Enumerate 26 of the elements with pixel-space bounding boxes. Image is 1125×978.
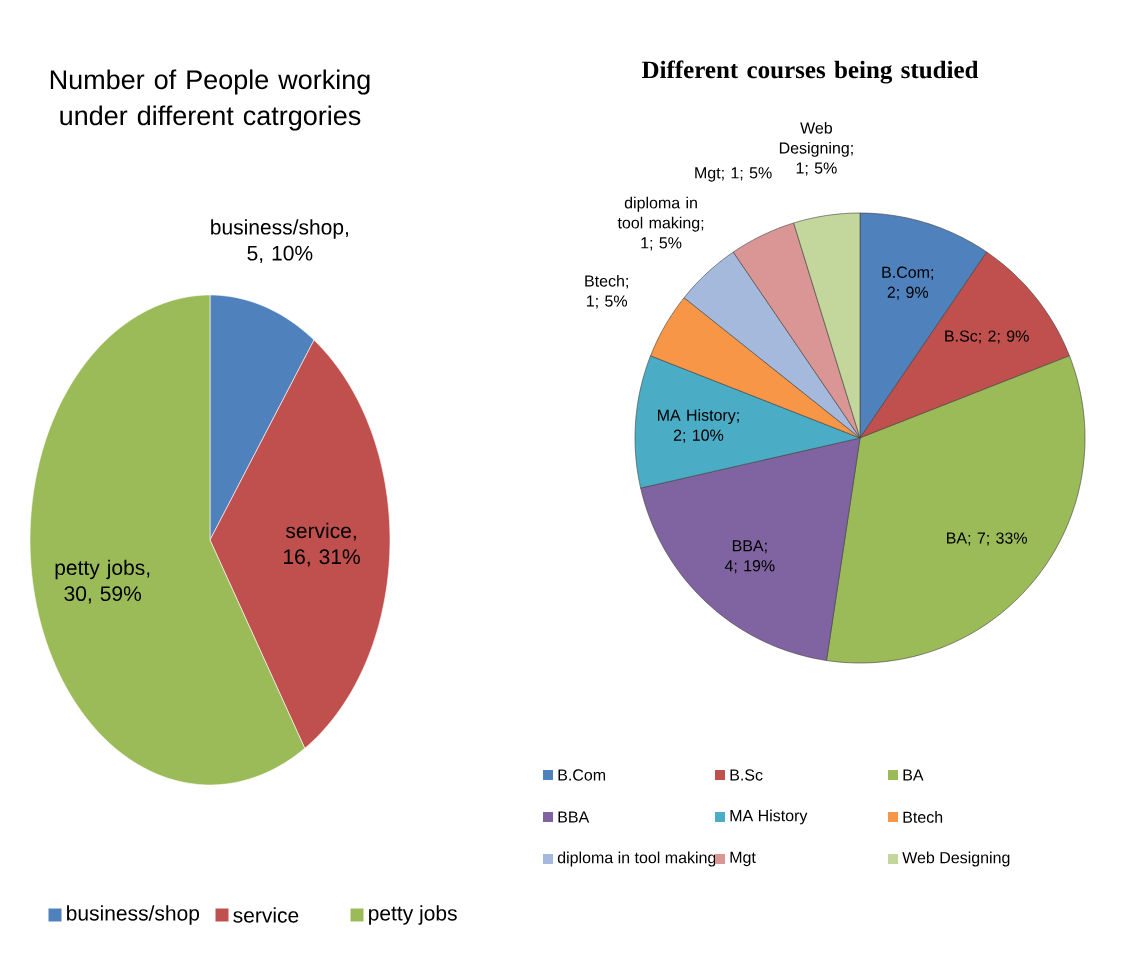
legend-label: business/shop: [67, 905, 200, 925]
data-label: BBA; 4; 19%: [724, 540, 775, 574]
chart-title: Number of People working under different catrgories: [50, 69, 370, 131]
legend-label: BBA: [558, 811, 590, 823]
data-label: petty jobs, 30, 59%: [55, 559, 150, 604]
data-label: B.Sc; 2; 9%: [945, 330, 1029, 344]
legend-label: diploma in tool making: [557, 851, 716, 867]
data-label: MA History; 2; 10%: [657, 409, 739, 443]
data-label: Web Designing; 1; 5%: [779, 121, 853, 176]
data-label: Mgt; 1; 5%: [695, 167, 772, 182]
data-label: service, 16, 31%: [284, 522, 360, 567]
legend-label: MA History: [730, 809, 808, 825]
legend-label: Btech: [903, 811, 943, 823]
data-label: diploma in tool making; 1; 5%: [617, 196, 704, 251]
data-label: business/shop, 5, 10%: [211, 219, 348, 264]
data-label: B.Com; 2; 9%: [882, 266, 933, 300]
legend-label: Mgt: [730, 851, 756, 867]
legend-label: Web Designing: [902, 851, 1010, 867]
legend-label: B.Sc: [730, 769, 763, 781]
data-label: BA; 7; 33%: [947, 532, 1027, 546]
legend-label: B.Com: [558, 769, 606, 781]
chart-title: Different courses being studied: [641, 60, 979, 84]
legend-label: petty jobs: [369, 905, 457, 925]
data-label: Btech; 1; 5%: [585, 274, 628, 309]
legend-label: service: [233, 907, 299, 923]
legend-label: BA: [903, 769, 924, 781]
